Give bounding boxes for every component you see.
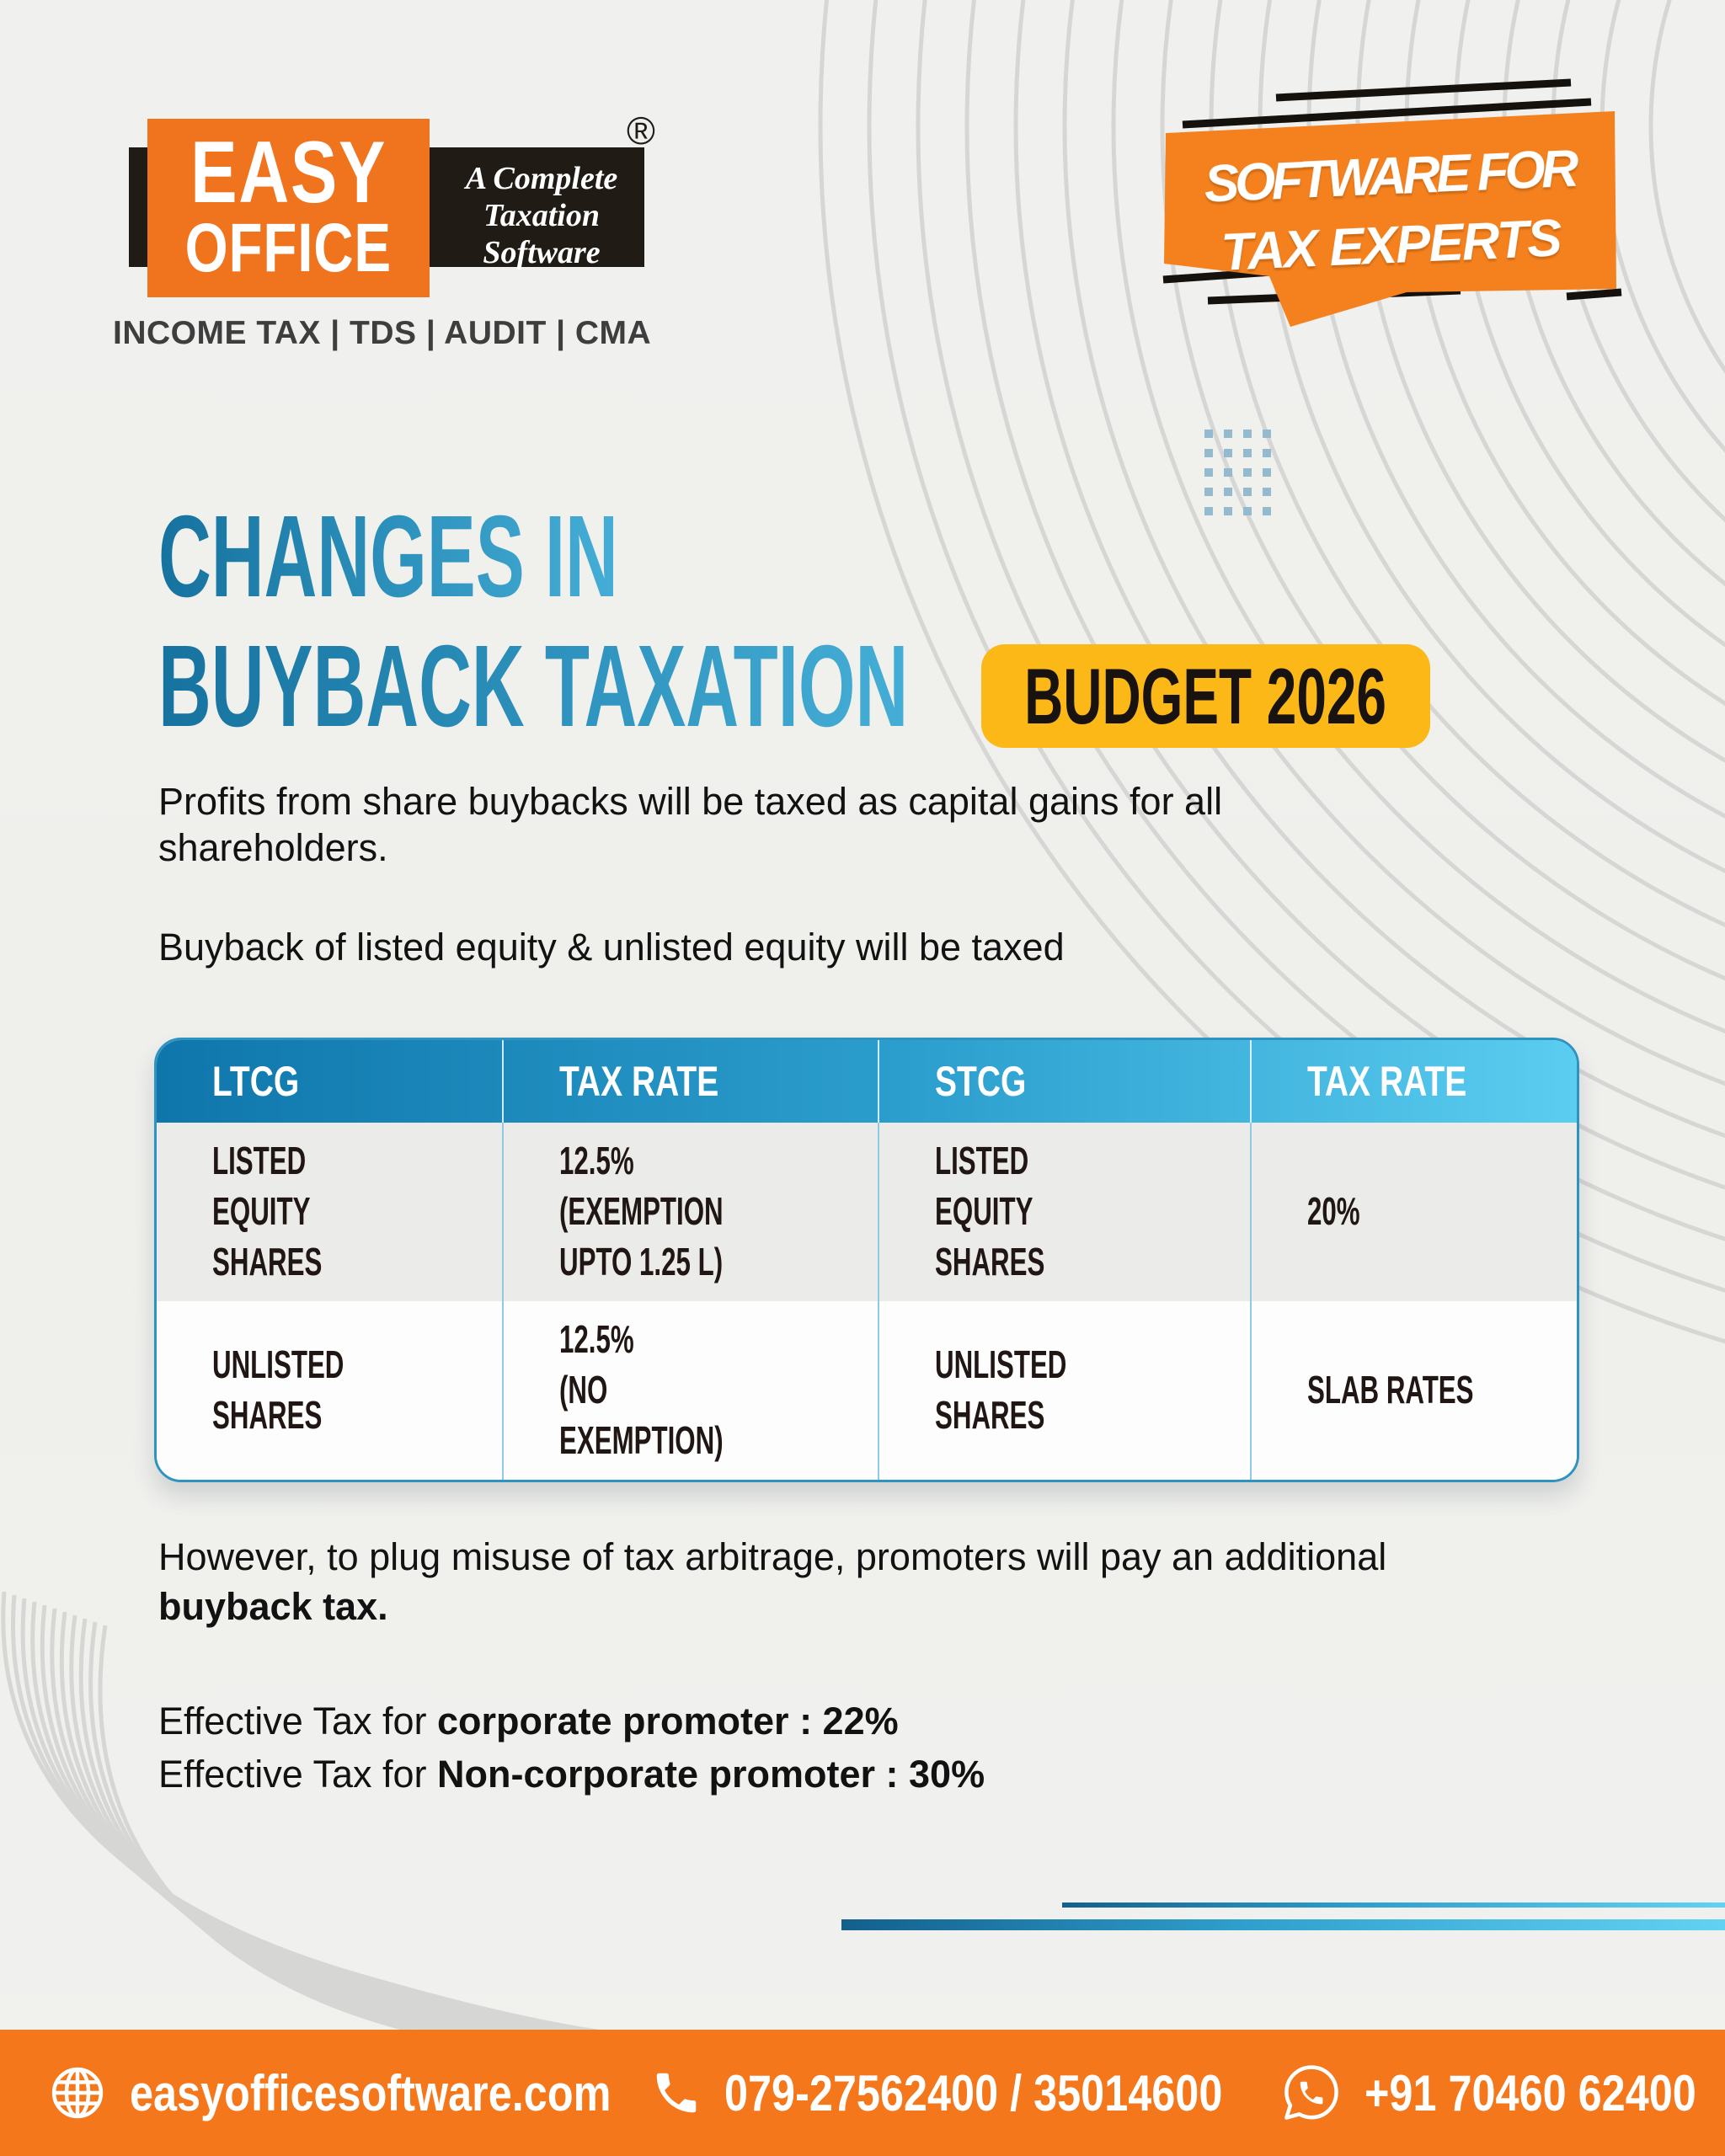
- page-title-line1: CHANGES IN: [158, 492, 618, 622]
- cell-ltcg-listed: LISTED EQUITY SHARES: [212, 1139, 323, 1283]
- whatsapp-icon: [1284, 2065, 1338, 2120]
- tagline-line3: Software: [483, 235, 601, 271]
- accent-line-thin: [1062, 1903, 1725, 1908]
- whatsapp-contact[interactable]: +91 70460 62400: [1280, 2030, 1725, 2156]
- phone-text: 079-27562400 / 35014600: [724, 2064, 1223, 2121]
- cell-stcg-listed-rate: 20%: [1250, 1123, 1577, 1301]
- globe-icon: [51, 2067, 104, 2119]
- website-link[interactable]: easyofficesoftware.com: [47, 2030, 702, 2156]
- header-stcg: STCG: [878, 1040, 1250, 1123]
- cell-stcg-unlisted-rate: SLAB RATES: [1250, 1301, 1577, 1480]
- table-row: LISTED EQUITY SHARES 12.5% (EXEMPTION UP…: [157, 1123, 1577, 1301]
- whatsapp-text: +91 70460 62400: [1365, 2064, 1696, 2121]
- software-for-tax-experts-banner: SOFTWARE FOR TAX EXPERTS: [1162, 78, 1622, 327]
- footer-bar: easyofficesoftware.com 079-27562400 / 35…: [0, 2030, 1725, 2156]
- dot-grid-decor: [1204, 430, 1271, 515]
- promoter-note: However, to plug misuse of tax arbitrage…: [158, 1535, 1387, 1628]
- cell-ltcg-unlisted: UNLISTED SHARES: [212, 1342, 344, 1437]
- budget-2026-badge: BUDGET 2026: [981, 644, 1430, 748]
- intro-paragraph-2: Buyback of listed equity & unlisted equi…: [158, 926, 1065, 969]
- tagline-line1: A Complete: [465, 161, 618, 196]
- logo-tagline: A Complete Taxation Software: [441, 160, 643, 271]
- effective-tax-corporate: Effective Tax for corporate promoter : 2…: [158, 1700, 899, 1742]
- phone-contact[interactable]: 079-27562400 / 35014600: [650, 2030, 1317, 2156]
- cell-ltcg-listed-rate: 12.5% (EXEMPTION UPTO 1.25 L): [501, 1123, 879, 1301]
- table-header-row: LTCG TAX RATE STCG TAX RATE: [157, 1040, 1577, 1123]
- tagline-line2: Taxation: [483, 198, 600, 234]
- intro-paragraph-1: Profits from share buybacks will be taxe…: [158, 780, 1223, 869]
- phone-icon: [656, 2073, 697, 2113]
- effective-tax-block: Effective Tax for corporate promoter : 2…: [158, 1694, 1422, 1801]
- effective-tax-noncorporate: Effective Tax for Non-corporate promoter…: [158, 1753, 985, 1796]
- header-tax-rate-2: TAX RATE: [1250, 1040, 1577, 1123]
- cell-stcg-listed: LISTED EQUITY SHARES: [878, 1123, 1250, 1301]
- easyoffice-logo: EASY OFFICE: [147, 119, 430, 297]
- table-row: UNLISTED SHARES 12.5% (NO EXEMPTION) UNL…: [157, 1301, 1577, 1480]
- header-ltcg: LTCG: [212, 1058, 300, 1105]
- accent-line-thick: [841, 1919, 1725, 1930]
- header-tax-rate-1: TAX RATE: [501, 1040, 879, 1123]
- website-text: easyofficesoftware.com: [130, 2064, 611, 2121]
- cell-stcg-unlisted: UNLISTED SHARES: [878, 1301, 1250, 1480]
- logo-word-office: OFFICE: [184, 209, 393, 286]
- cell-ltcg-unlisted-rate: 12.5% (NO EXEMPTION): [501, 1301, 879, 1480]
- logo-services-line: INCOME TAX | TDS | AUDIT | CMA: [113, 315, 652, 351]
- logo-word-easy: EASY: [190, 124, 387, 222]
- buyback-tax-table: LTCG TAX RATE STCG TAX RATE LISTED EQUIT…: [154, 1038, 1579, 1482]
- registered-mark-icon: ®: [627, 109, 655, 152]
- page-title-line2: BUYBACK TAXATION: [158, 622, 909, 751]
- buyback-tax-bold: buyback tax.: [158, 1584, 388, 1628]
